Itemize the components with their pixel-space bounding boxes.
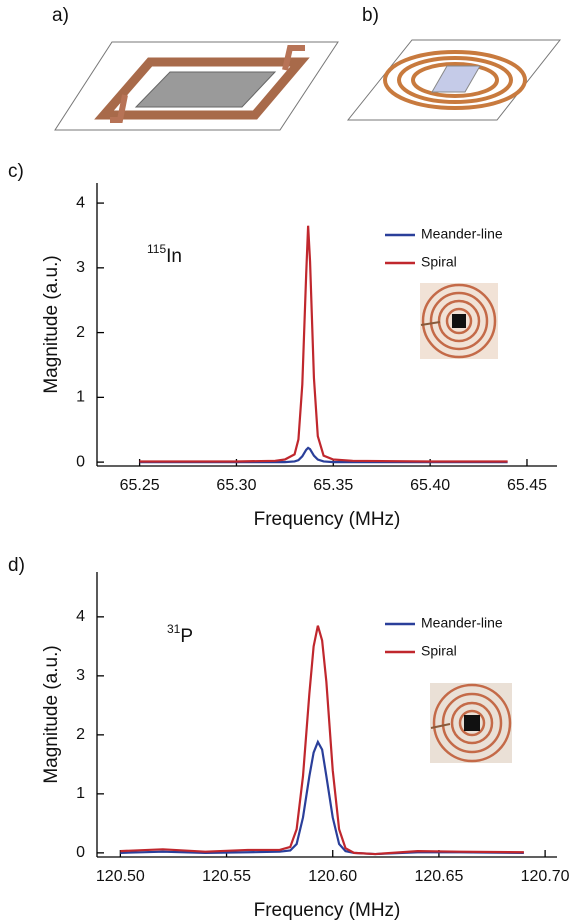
legend-label: Spiral [421,254,457,270]
legend-label: Spiral [421,643,457,659]
y-axis-label: Magnitude (a.u.) [41,255,62,393]
annotation: 115In [147,242,182,267]
y-tick-label: 2 [76,726,85,743]
annotation-text: In [166,246,182,267]
x-tick-label: 65.40 [410,477,450,494]
series-line [120,625,524,856]
legend-label: Meander-line [421,226,503,242]
x-tick-label: 120.50 [96,868,145,885]
inset-photo [430,683,512,763]
y-tick-label: 1 [76,389,85,406]
x-tick-label: 120.55 [202,868,251,885]
panel-label: d) [8,555,25,576]
x-tick-label: 65.30 [216,477,256,494]
x-tick-label: 65.25 [120,477,160,494]
x-tick-label: 65.35 [313,477,353,494]
y-tick-label: 4 [76,194,85,211]
inset-photo [420,283,498,359]
x-tick-label: 120.70 [521,868,570,885]
panel-label: a) [52,5,69,26]
y-tick-label: 0 [76,844,85,861]
y-tick-label: 0 [76,453,85,470]
panel-label: c) [8,161,24,182]
annotation: 31P [167,622,193,647]
series-line [139,446,508,464]
spiral-illustration [346,39,562,121]
y-tick-label: 4 [76,608,85,625]
x-tick-label: 65.45 [507,477,547,494]
y-axis-label: Magnitude (a.u.) [41,645,62,783]
x-axis-label: Frequency (MHz) [254,509,401,530]
legend-label: Meander-line [421,615,503,631]
x-axis-label: Frequency (MHz) [254,900,401,921]
panel-label: b) [362,5,379,26]
series-line [139,225,508,463]
annotation-text: P [180,626,193,647]
annotation-sup: 115 [147,242,166,256]
y-tick-label: 2 [76,324,85,341]
x-tick-label: 120.60 [308,868,357,885]
meander-illustration [54,41,339,131]
x-tick-label: 120.65 [414,868,463,885]
y-tick-label: 1 [76,785,85,802]
annotation-sup: 31 [167,622,181,636]
y-tick-label: 3 [76,667,85,684]
y-tick-label: 3 [76,259,85,276]
